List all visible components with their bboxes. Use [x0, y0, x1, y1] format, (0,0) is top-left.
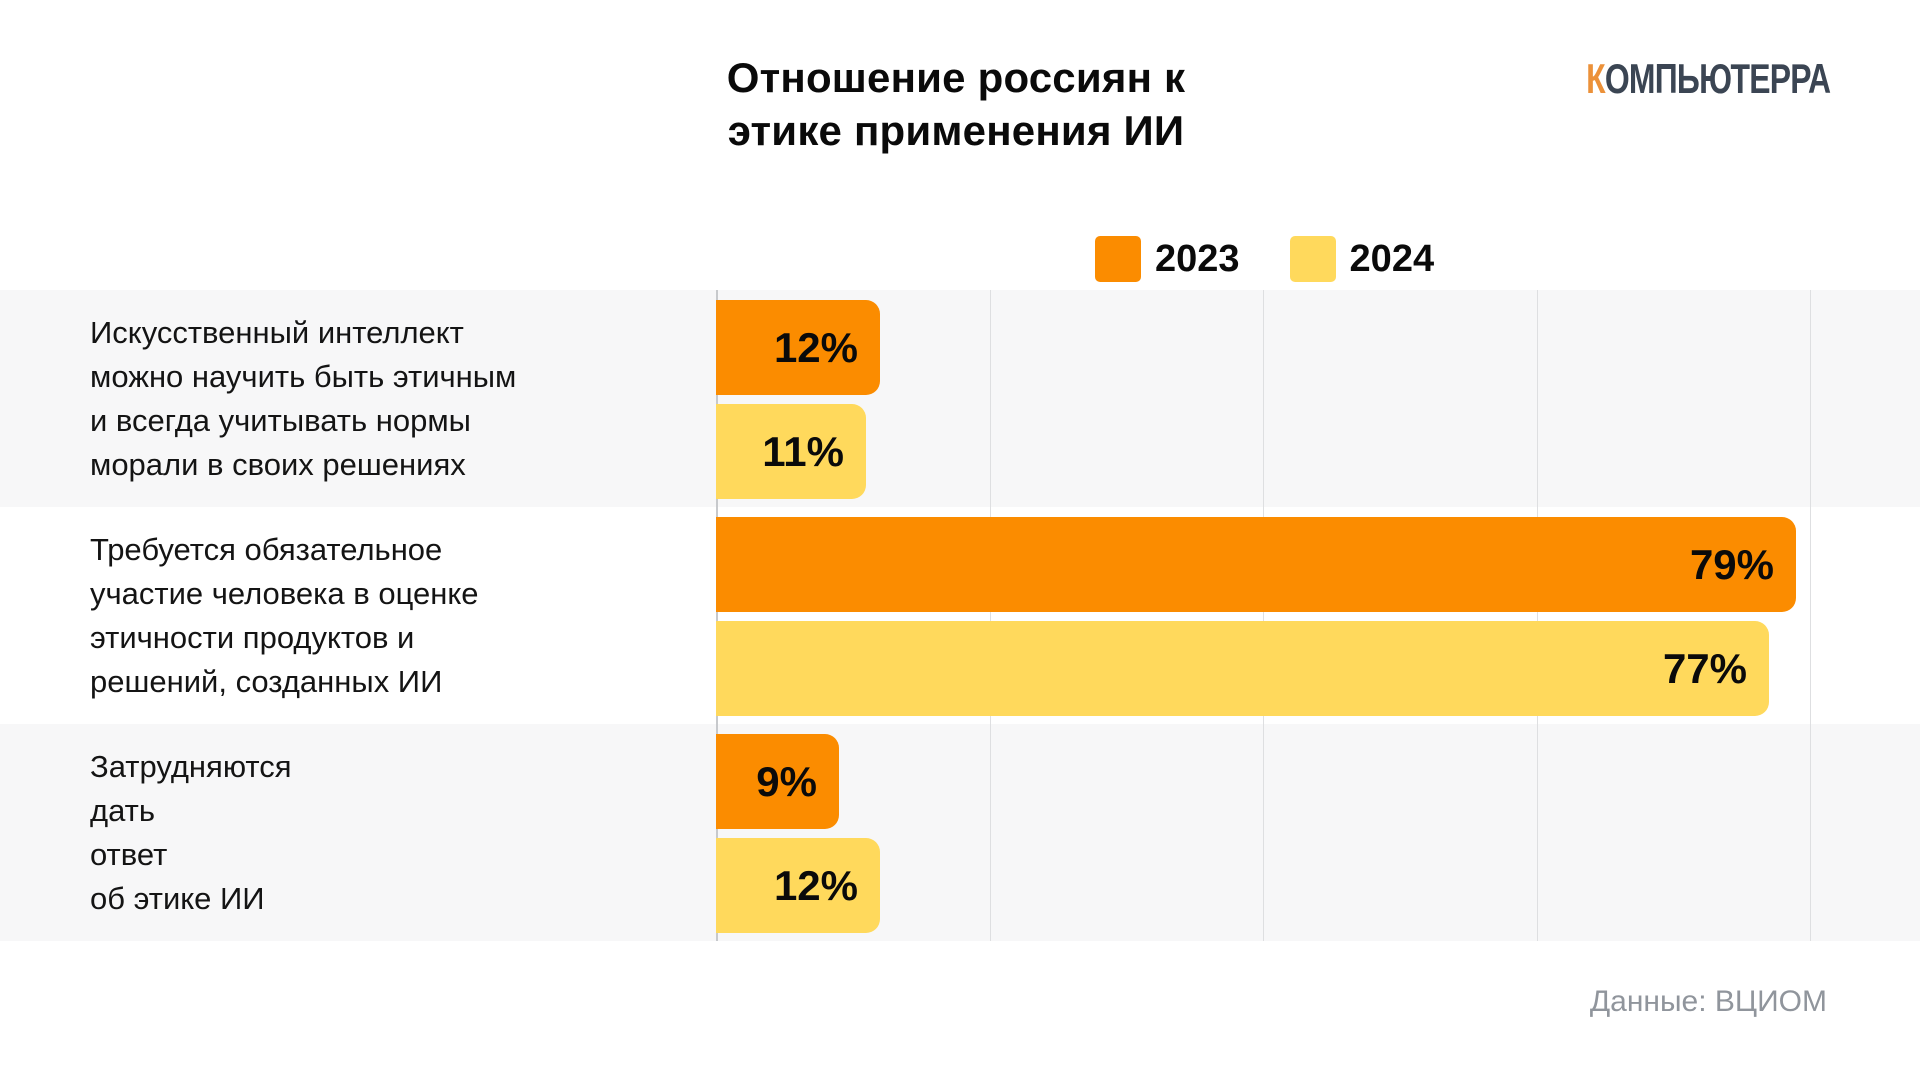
chart-legend: 2023 2024 — [1095, 236, 1434, 282]
category-label-line: Требуется обязательное — [90, 531, 443, 567]
bar-value-label: 12% — [773, 323, 858, 371]
bar-2024: 12% — [716, 838, 880, 933]
legend-label-2023: 2023 — [1155, 237, 1240, 280]
category-label: Искусственный интеллект можно научить быт… — [90, 310, 516, 486]
category-label-line: дать — [90, 792, 155, 828]
category-label-line: участие человека в оценке — [90, 575, 479, 611]
bar-2023: 79% — [716, 517, 1796, 612]
legend-item-2023: 2023 — [1095, 236, 1240, 282]
bar-2024: 11% — [716, 404, 866, 499]
bar-2023: 9% — [716, 734, 839, 829]
category-label: Затрудняются дать ответ об этике ИИ — [90, 744, 292, 920]
page-title-line-2: этике применения ИИ — [727, 106, 1185, 154]
row-band — [0, 724, 1920, 941]
bar-2023: 12% — [716, 300, 880, 395]
legend-swatch-2023 — [1095, 236, 1141, 282]
axis-line — [716, 290, 718, 941]
category-label-line: об этике ИИ — [90, 880, 265, 916]
bar-value-label: 12% — [773, 861, 858, 909]
bar-value-label: 77% — [1662, 644, 1747, 692]
komputerra-logo: КОМПЬЮТЕРРА — [1585, 55, 1831, 103]
source-note: Данные: ВЦИОМ — [1589, 985, 1827, 1018]
category-label-line: морали в своих решениях — [90, 446, 466, 482]
legend-label-2024: 2024 — [1349, 237, 1435, 280]
gridlines-layer — [0, 290, 1920, 941]
category-label-line: можно научить быть этичным — [90, 358, 517, 394]
gridline — [1537, 290, 1538, 941]
category-label-line: Затрудняются — [90, 748, 292, 784]
legend-swatch-2024 — [1289, 236, 1336, 282]
category-label-line: решений, созданных ИИ — [90, 663, 443, 699]
category-label-line: и всегда учитывать нормы — [90, 402, 471, 438]
page-title: Отношение россиян к этике применения ИИ — [727, 52, 1186, 157]
legend-item-2024: 2024 — [1289, 236, 1435, 282]
bar-value-label: 11% — [762, 427, 844, 475]
bar-2024: 77% — [716, 621, 1769, 716]
bar-value-label: 79% — [1689, 540, 1774, 588]
category-label: Требуется обязательное участие человека в… — [90, 527, 479, 703]
bars-layer: Искусственный интеллект можно научить быт… — [0, 290, 1920, 941]
logo-text: ОМПЬЮТЕРРА — [1604, 55, 1831, 102]
gridline — [1810, 290, 1811, 941]
category-label-line: ответ — [90, 836, 168, 872]
gridline — [990, 290, 991, 941]
chart: Искусственный интеллект можно научить быт… — [0, 290, 1920, 941]
category-label-line: Искусственный интеллект — [90, 314, 464, 350]
row-band — [0, 290, 1920, 507]
category-label-line: этичности продуктов и — [90, 619, 415, 655]
bar-value-label: 9% — [756, 757, 817, 805]
logo-accent-letter: К — [1585, 55, 1605, 102]
page-title-line-1: Отношение россиян к — [726, 54, 1186, 101]
gridline — [1263, 290, 1264, 941]
